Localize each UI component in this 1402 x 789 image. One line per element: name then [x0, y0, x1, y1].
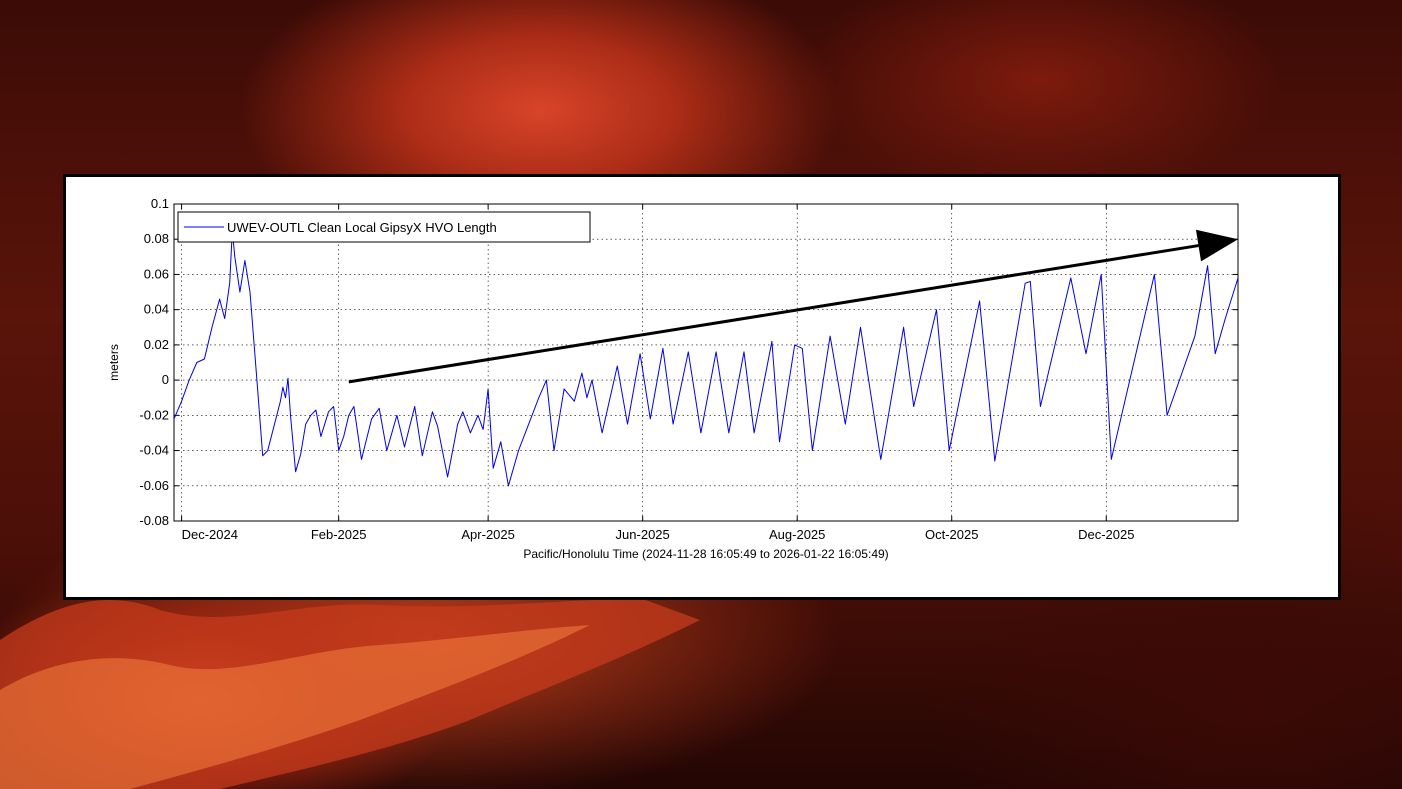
- line-chart: Dec-2024 Feb-2025 Apr-2025 Jun-2025 Aug-2025…: [107, 196, 1239, 561]
- series-layer: [173, 229, 1239, 487]
- y-tick-label: -0.06: [139, 478, 169, 493]
- y-tick-label: -0.08: [139, 513, 169, 528]
- x-tick-label: Dec-2025: [1078, 527, 1134, 542]
- x-tick-label: Aug-2025: [769, 527, 825, 542]
- trend-arrow-head: [1195, 229, 1238, 262]
- x-tick-label: Apr-2025: [461, 527, 514, 542]
- y-axis-label: meters: [107, 344, 121, 381]
- x-tick-label: Feb-2025: [311, 527, 367, 542]
- x-tick-label: Dec-2024: [182, 527, 238, 542]
- legend-label: UWEV-OUTL Clean Local GipsyX HVO Length: [227, 220, 497, 235]
- lava-flow-core: [0, 625, 590, 789]
- y-tick-label: 0.04: [144, 302, 169, 317]
- y-tick-label: 0.06: [144, 266, 169, 281]
- plot-area: [173, 203, 1239, 522]
- x-axis: Dec-2024 Feb-2025 Apr-2025 Jun-2025 Aug-2025…: [181, 204, 1134, 542]
- series-line: [173, 229, 1239, 487]
- y-tick-label: 0.02: [144, 337, 169, 352]
- y-tick-label: 0.1: [151, 196, 169, 211]
- y-tick-label: -0.04: [139, 443, 169, 458]
- y-axis: -0.08 -0.06 -0.04 -0.02 0 0.02 0.04 0.06 0.08 0.1: [139, 196, 1238, 528]
- legend-box: [177, 211, 591, 243]
- grid-lines: [174, 204, 1238, 521]
- legend: UWEV-OUTL Clean Local GipsyX HVO Length: [177, 211, 591, 243]
- y-tick-label: 0.08: [144, 231, 169, 246]
- x-tick-label: Oct-2025: [925, 527, 978, 542]
- chart-panel: Dec-2024 Feb-2025 Apr-2025 Jun-2025 Aug-2025…: [63, 174, 1341, 600]
- trend-arrow-line: [348, 244, 1199, 384]
- y-tick-label: 0: [162, 372, 169, 387]
- x-axis-label: Pacific/Honolulu Time (2024-11-28 16:05:…: [523, 547, 888, 561]
- y-tick-label: -0.02: [139, 407, 169, 422]
- annotation-layer: [348, 229, 1238, 384]
- x-tick-label: Jun-2025: [616, 527, 670, 542]
